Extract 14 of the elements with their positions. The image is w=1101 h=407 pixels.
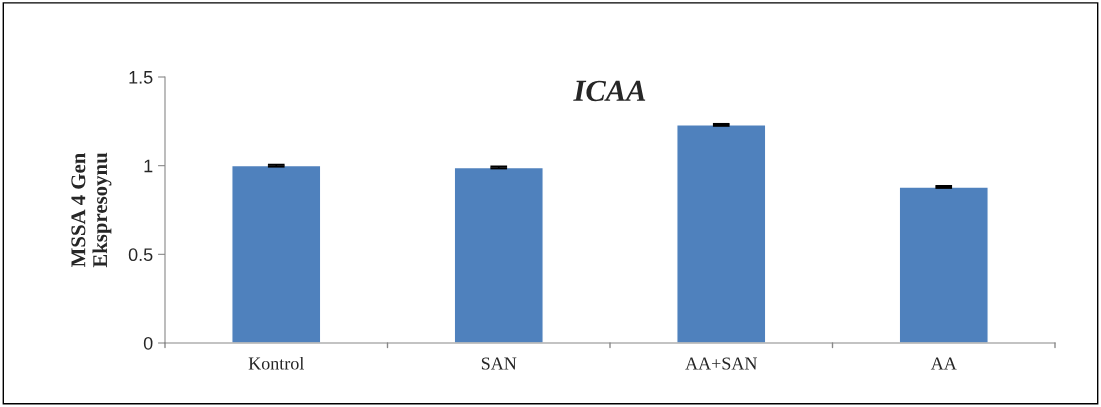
- bar: [453, 166, 544, 343]
- x-tick-label: AA: [930, 357, 957, 370]
- chart-title: ICAA: [573, 80, 646, 102]
- y-axis-title: MSSA 4 Gen Ekspresoynu: [71, 152, 112, 268]
- x-tick-label: SAN: [481, 357, 517, 370]
- y-tick-label: 1.5: [129, 71, 153, 84]
- bar: [676, 124, 767, 343]
- y-tick-label: 1: [144, 159, 153, 173]
- bar: [898, 186, 989, 343]
- x-tick-label: Kontrol: [248, 356, 304, 370]
- y-tick-label: 0: [143, 336, 153, 350]
- bar: [231, 164, 322, 343]
- x-tick-label: AA+SAN: [685, 357, 758, 370]
- y-tick-label: 0.5: [128, 248, 153, 262]
